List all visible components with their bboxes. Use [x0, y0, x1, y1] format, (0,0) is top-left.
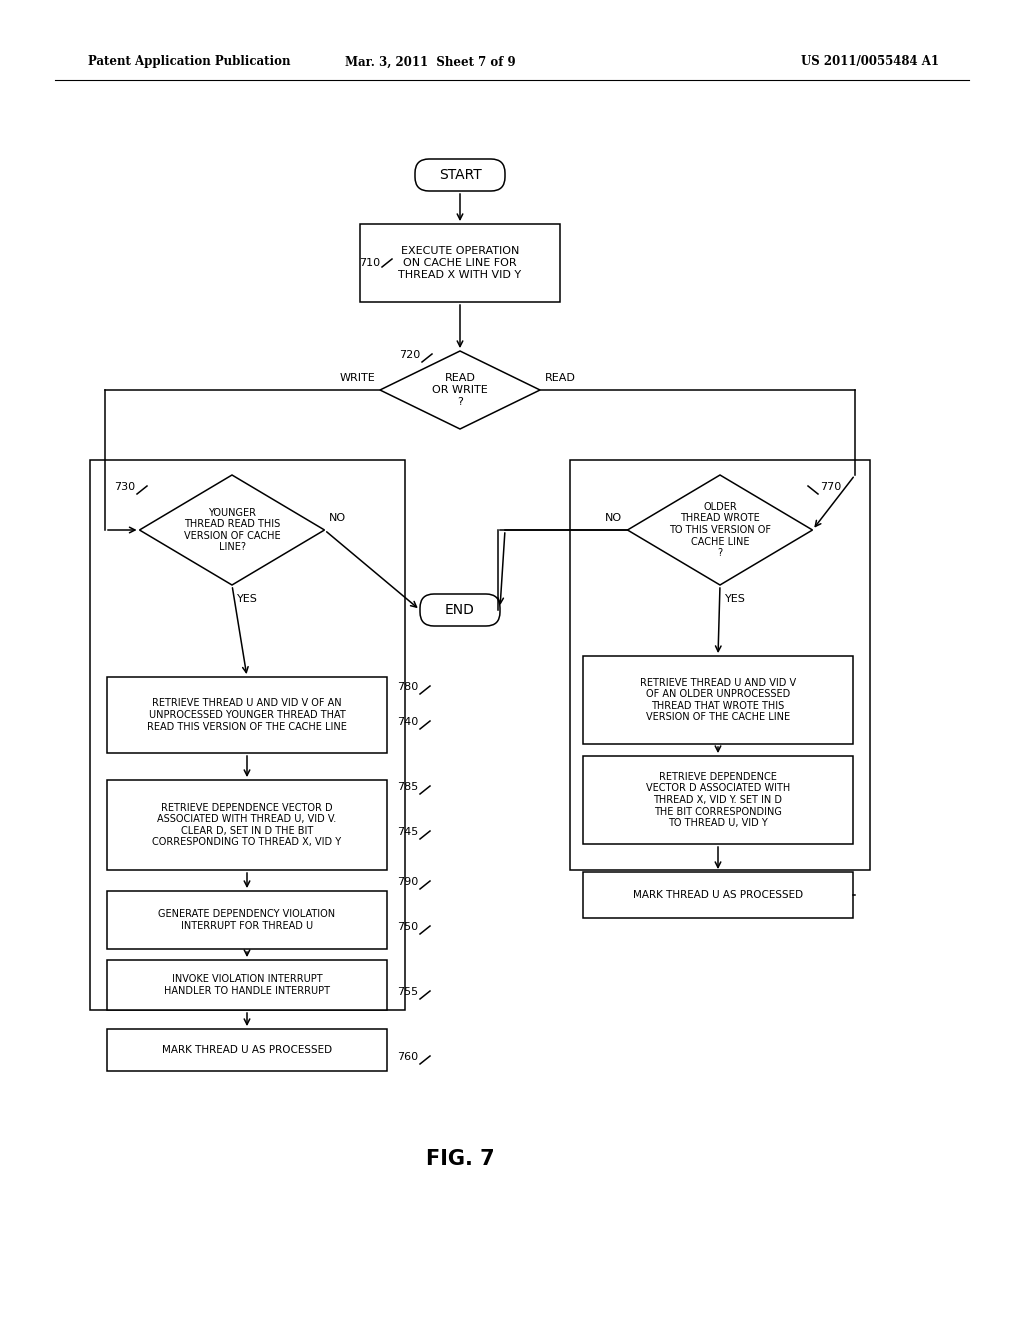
Bar: [106, 960, 387, 1010]
FancyBboxPatch shape: [420, 594, 500, 626]
Text: INVOKE VIOLATION INTERRUPT
HANDLER TO HANDLE INTERRUPT: INVOKE VIOLATION INTERRUPT HANDLER TO HA…: [164, 974, 330, 995]
Text: 755: 755: [397, 987, 418, 997]
Text: RETRIEVE THREAD U AND VID V OF AN
UNPROCESSED YOUNGER THREAD THAT
READ THIS VERS: RETRIEVE THREAD U AND VID V OF AN UNPROC…: [147, 698, 347, 731]
Text: US 2011/0055484 A1: US 2011/0055484 A1: [801, 55, 939, 69]
Text: START: START: [438, 168, 481, 182]
Bar: [106, 891, 387, 949]
Text: GENERATE DEPENDENCY VIOLATION
INTERRUPT FOR THREAD U: GENERATE DEPENDENCY VIOLATION INTERRUPT …: [159, 909, 336, 931]
Text: 720: 720: [398, 350, 420, 360]
Text: YES: YES: [725, 594, 745, 605]
Text: NO: NO: [329, 513, 346, 523]
Text: RETRIEVE DEPENDENCE VECTOR D
ASSOCIATED WITH THREAD U, VID V.
CLEAR D, SET IN D : RETRIEVE DEPENDENCE VECTOR D ASSOCIATED …: [153, 803, 342, 847]
FancyBboxPatch shape: [415, 158, 505, 191]
Text: MARK THREAD U AS PROCESSED: MARK THREAD U AS PROCESSED: [162, 1045, 332, 1055]
Text: EXECUTE OPERATION
ON CACHE LINE FOR
THREAD X WITH VID Y: EXECUTE OPERATION ON CACHE LINE FOR THRE…: [398, 247, 521, 280]
Text: OLDER
THREAD WROTE
TO THIS VERSION OF
CACHE LINE
?: OLDER THREAD WROTE TO THIS VERSION OF CA…: [669, 502, 771, 558]
Text: 730: 730: [114, 482, 135, 492]
Text: 710: 710: [358, 257, 380, 268]
Text: FIG. 7: FIG. 7: [426, 1148, 495, 1170]
Bar: [583, 656, 853, 744]
Text: 770: 770: [820, 482, 842, 492]
Text: Patent Application Publication: Patent Application Publication: [88, 55, 291, 69]
Text: 750: 750: [397, 921, 418, 932]
Bar: [106, 677, 387, 752]
Text: READ
OR WRITE
?: READ OR WRITE ?: [432, 374, 487, 407]
Bar: [90, 459, 406, 1010]
Bar: [106, 780, 387, 870]
Text: 745: 745: [396, 828, 418, 837]
Text: YOUNGER
THREAD READ THIS
VERSION OF CACHE
LINE?: YOUNGER THREAD READ THIS VERSION OF CACH…: [183, 508, 281, 552]
Text: 790: 790: [396, 876, 418, 887]
Bar: [570, 459, 870, 870]
Text: Mar. 3, 2011  Sheet 7 of 9: Mar. 3, 2011 Sheet 7 of 9: [345, 55, 515, 69]
Text: RETRIEVE THREAD U AND VID V
OF AN OLDER UNPROCESSED
THREAD THAT WROTE THIS
VERSI: RETRIEVE THREAD U AND VID V OF AN OLDER …: [640, 677, 796, 722]
Text: 740: 740: [396, 717, 418, 727]
Text: 760: 760: [397, 1052, 418, 1063]
Text: 785: 785: [396, 781, 418, 792]
Bar: [583, 873, 853, 917]
Text: RETRIEVE DEPENDENCE
VECTOR D ASSOCIATED WITH
THREAD X, VID Y. SET IN D
THE BIT C: RETRIEVE DEPENDENCE VECTOR D ASSOCIATED …: [646, 772, 791, 828]
Text: READ: READ: [545, 374, 575, 383]
Text: MARK THREAD U AS PROCESSED: MARK THREAD U AS PROCESSED: [633, 890, 803, 900]
Text: NO: NO: [605, 513, 623, 523]
Bar: [106, 1030, 387, 1071]
Text: END: END: [445, 603, 475, 616]
Text: YES: YES: [237, 594, 258, 605]
Polygon shape: [628, 475, 812, 585]
Bar: [583, 756, 853, 843]
Bar: [360, 224, 560, 302]
Text: 780: 780: [396, 682, 418, 692]
Polygon shape: [139, 475, 325, 585]
Polygon shape: [380, 351, 540, 429]
Text: WRITE: WRITE: [339, 374, 375, 383]
